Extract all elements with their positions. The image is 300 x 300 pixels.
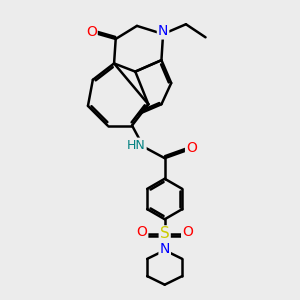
Text: O: O — [136, 225, 147, 239]
Text: HN: HN — [127, 139, 146, 152]
Text: O: O — [182, 225, 193, 239]
Text: N: N — [158, 24, 168, 38]
Text: N: N — [160, 242, 170, 256]
Text: O: O — [86, 26, 97, 39]
Text: O: O — [186, 141, 197, 155]
Text: S: S — [160, 226, 169, 242]
